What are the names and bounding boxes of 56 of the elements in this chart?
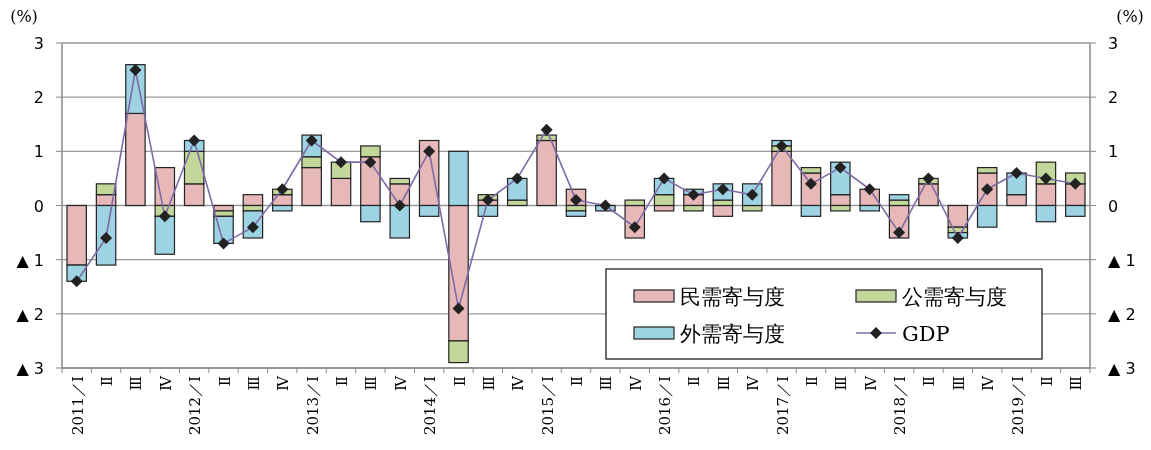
legend-label: GDP bbox=[902, 322, 950, 346]
legend-label: 民需寄与度 bbox=[680, 285, 785, 309]
x-tick-label: Ⅲ bbox=[244, 376, 263, 391]
x-tick-label: Ⅲ bbox=[832, 376, 851, 391]
y2-tick-label: 3 bbox=[1108, 34, 1119, 53]
x-tick-label: 2014／Ⅰ bbox=[421, 375, 440, 436]
x-tick-label: Ⅱ bbox=[568, 376, 586, 387]
y2-tick-label: ▲ 1 bbox=[1108, 250, 1136, 270]
y2-tick-label: 0 bbox=[1108, 196, 1119, 216]
y2-tick-label: 2 bbox=[1108, 88, 1119, 108]
x-tick-label: 2015／Ⅰ bbox=[538, 375, 557, 436]
y2-tick-label: ▲ 3 bbox=[1108, 359, 1136, 378]
y-axis-title: (%) bbox=[10, 7, 38, 26]
x-tick-label: 2011／Ⅰ bbox=[68, 375, 87, 436]
x-tick-label: Ⅲ bbox=[479, 376, 498, 391]
x-tick-label: Ⅳ bbox=[156, 375, 175, 391]
x-tick-label: Ⅳ bbox=[274, 375, 293, 391]
x-tick-label: Ⅲ bbox=[362, 376, 381, 391]
x-tick-label: 2018／Ⅰ bbox=[891, 375, 910, 436]
x-tick-label: Ⅱ bbox=[802, 376, 821, 387]
x-tick-label: Ⅱ bbox=[1037, 376, 1056, 387]
x-tick-label: Ⅱ bbox=[333, 376, 352, 387]
x-tick-label: Ⅲ bbox=[127, 376, 146, 391]
y-tick-label: 1 bbox=[33, 142, 44, 162]
y2-axis-title: (%) bbox=[1116, 7, 1144, 26]
y-tick-label: ▲ 3 bbox=[16, 359, 44, 378]
y-tick-label: ▲ 1 bbox=[16, 250, 44, 270]
x-tick-label: Ⅲ bbox=[714, 376, 733, 391]
x-tick-label: Ⅳ bbox=[391, 375, 410, 391]
y-tick-label: ▲ 2 bbox=[16, 304, 44, 324]
bar bbox=[947, 204, 969, 228]
x-tick-label: 2016／Ⅰ bbox=[656, 375, 675, 436]
y-tick-label: 0 bbox=[33, 196, 44, 216]
y2-tick-label: 1 bbox=[1108, 142, 1119, 162]
y-tick-label: 3 bbox=[33, 34, 44, 53]
x-tick-label: Ⅱ bbox=[450, 376, 469, 387]
x-tick-label: Ⅳ bbox=[979, 375, 998, 391]
x-tick-label: Ⅲ bbox=[597, 376, 616, 391]
x-tick-label: Ⅳ bbox=[509, 375, 528, 391]
x-tick-label: Ⅳ bbox=[744, 375, 763, 391]
x-tick-label: Ⅳ bbox=[626, 375, 645, 391]
x-tick-label: 2017／Ⅰ bbox=[773, 375, 792, 436]
y2-tick-label: ▲ 2 bbox=[1108, 304, 1136, 324]
x-tick-label: Ⅱ bbox=[685, 376, 704, 387]
y-tick-label: 2 bbox=[33, 88, 44, 108]
x-tick-label: Ⅲ bbox=[949, 376, 968, 391]
x-tick-label: 2019／Ⅰ bbox=[1008, 375, 1027, 436]
x-tick-label: Ⅳ bbox=[861, 375, 880, 391]
legend-label: 公需寄与度 bbox=[902, 285, 1007, 309]
x-tick-label: Ⅱ bbox=[920, 376, 939, 387]
x-tick-label: 2013／Ⅰ bbox=[303, 375, 322, 436]
x-tick-label: 2012／Ⅰ bbox=[186, 375, 205, 436]
legend-label: 外需寄与度 bbox=[680, 322, 785, 346]
x-tick-label: Ⅲ bbox=[1067, 376, 1086, 391]
x-tick-label: Ⅱ bbox=[215, 376, 234, 387]
x-tick-label: Ⅱ bbox=[98, 376, 117, 387]
